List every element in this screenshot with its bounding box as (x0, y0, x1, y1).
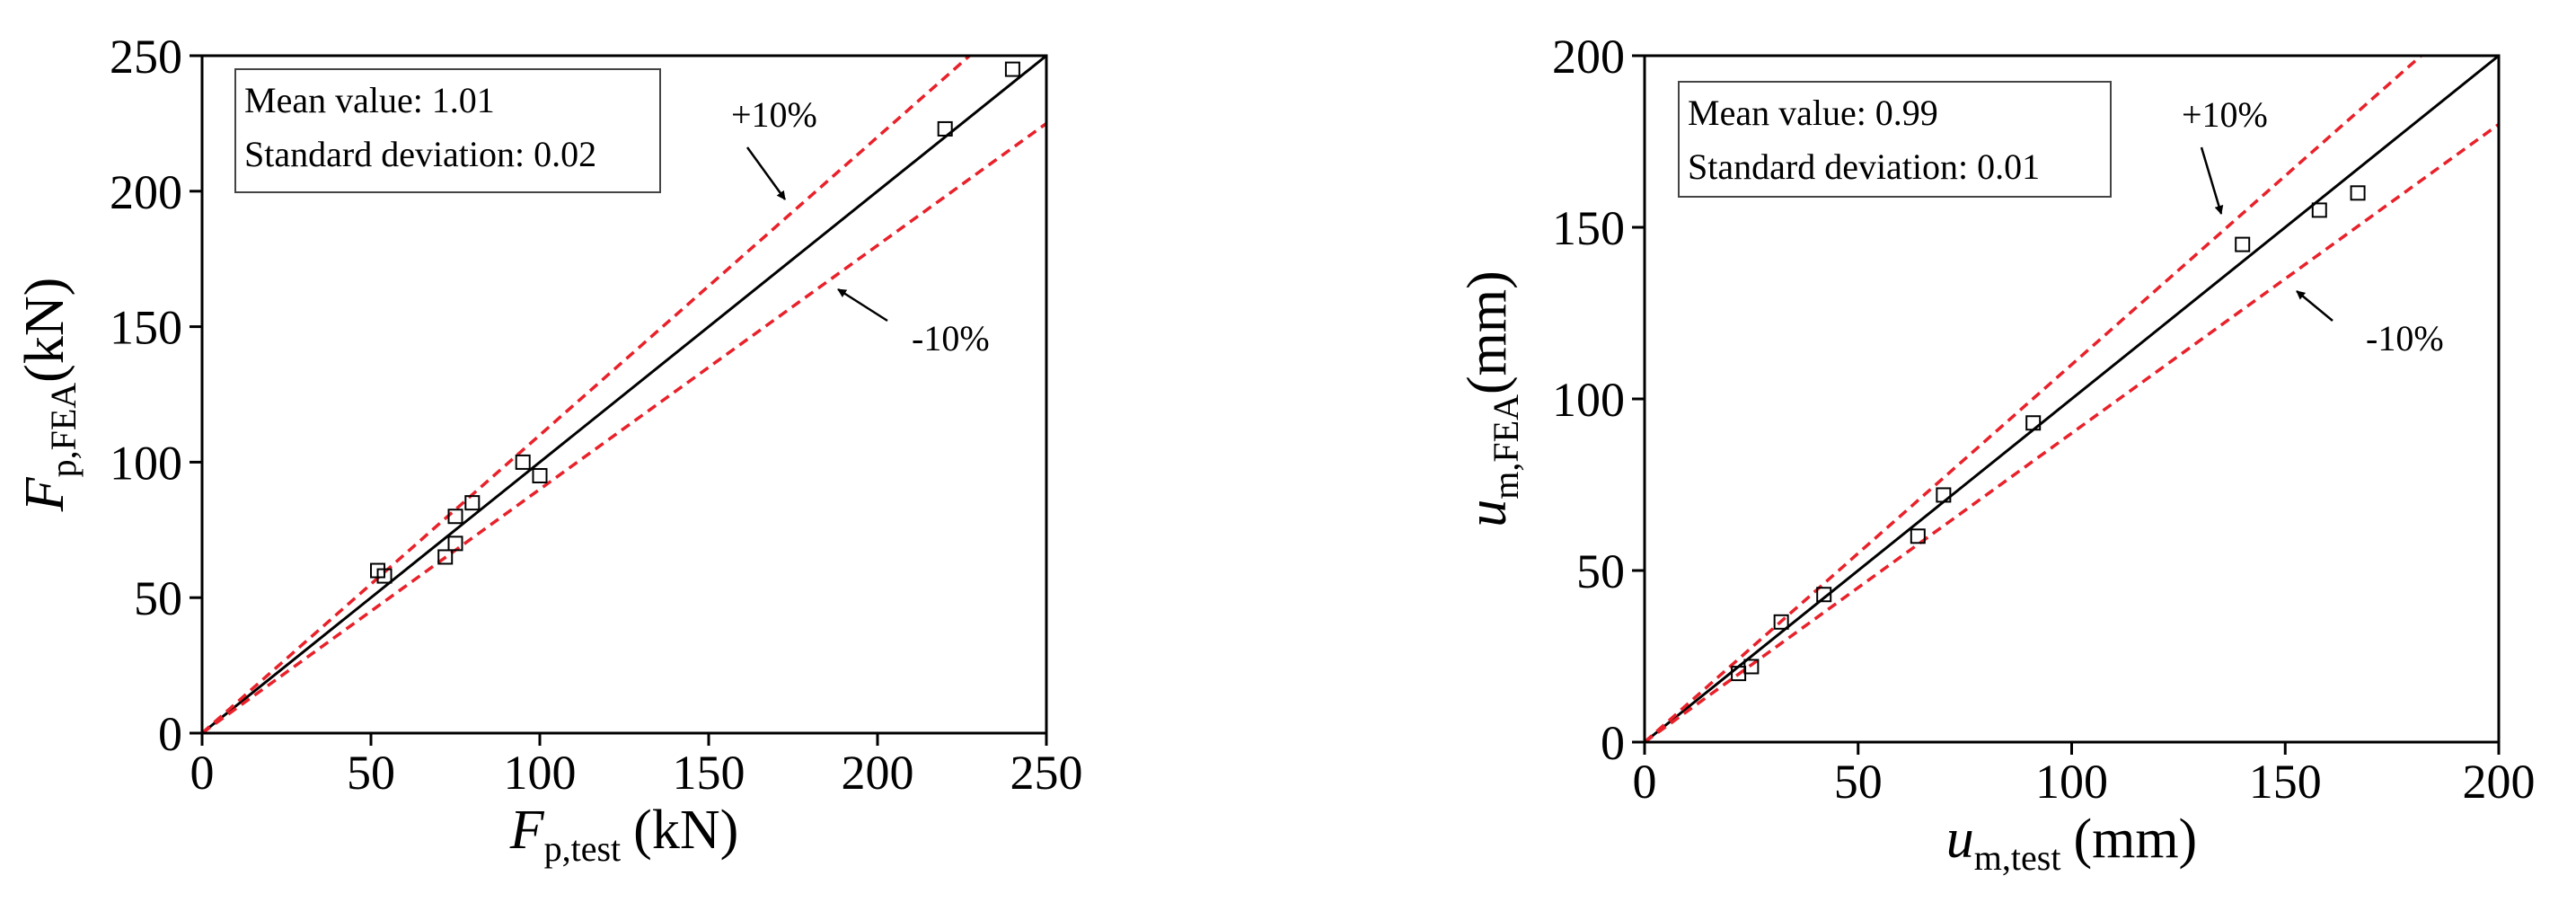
axis-subscript: p,FEA (43, 383, 84, 478)
reference-line (202, 56, 973, 733)
data-point (447, 509, 463, 525)
axis-symbol: F (14, 476, 75, 512)
data-point (2350, 185, 2366, 201)
data-point (937, 120, 953, 137)
y-axis-label: um,FEA(mm) (1457, 270, 1526, 526)
y-tick-label: 200 (110, 165, 182, 219)
x-tick-label: 50 (1834, 755, 1883, 809)
x-axis-label: um,test (mm) (1946, 809, 2197, 878)
annotation: Standard deviation: 0.01 (1688, 146, 2040, 187)
data-point (447, 535, 463, 552)
axis-subscript: m,test (1974, 837, 2061, 878)
axis-symbol: F (509, 800, 545, 861)
y-tick-label: 50 (134, 571, 182, 625)
x-tick-label: 150 (673, 746, 745, 800)
plot-frame (200, 54, 1048, 735)
data-point (532, 467, 548, 483)
x-tick-label: 100 (504, 746, 577, 800)
data-point (376, 568, 393, 584)
arrow (837, 288, 888, 323)
reference-line (1645, 56, 2499, 742)
x-tick-label: 0 (190, 746, 215, 800)
annotation: Mean value: 1.01 (244, 80, 495, 120)
data-point (1743, 659, 1760, 675)
data-point (2311, 202, 2327, 218)
data-point (1936, 487, 1952, 503)
x-axis-label: Fp,test (kN) (509, 800, 739, 869)
chart: +10% -10% 0 50 100 150 200 0 50 100 150 200 Mean val… (1457, 30, 2536, 878)
x-tick-label: 150 (2249, 755, 2322, 809)
axis-unit: (mm) (1457, 270, 1518, 394)
chart: +10% -10% 0 50 100 150 200 250 0 50 100 150 200 250 Me… (14, 30, 1083, 869)
y-tick-label: 0 (1601, 716, 1625, 770)
axis-subscript: p,test (544, 828, 622, 869)
data-point (1004, 61, 1020, 77)
y-tick-label: 100 (110, 436, 182, 490)
data-point (437, 549, 454, 565)
y-tick-label: 150 (110, 301, 182, 355)
x-tick-label: 100 (2035, 755, 2108, 809)
annotation-box (1678, 81, 2112, 198)
reference-line (1645, 56, 2424, 742)
x-tick-label: 0 (1633, 755, 1657, 809)
data-point (2235, 236, 2251, 252)
annotation-box (234, 68, 661, 193)
annotation: Standard deviation: 0.02 (244, 134, 596, 174)
arrow (2296, 290, 2333, 322)
data-point (2025, 415, 2042, 431)
annotation: Mean value: 0.99 (1688, 93, 1938, 133)
data-point (1816, 587, 1832, 603)
data-point (1910, 528, 1926, 544)
reference-line (202, 56, 1046, 733)
data-point (464, 495, 481, 511)
arrow (2200, 146, 2224, 215)
axis-subscript: m,FEA (1486, 394, 1526, 500)
axis-unit: (kN) (633, 800, 738, 861)
y-tick-label: 150 (1552, 201, 1625, 255)
axis-symbol: u (1946, 809, 1974, 870)
reference-label: -10% (2366, 318, 2444, 358)
y-axis-label: Fp,FEA(kN) (14, 278, 84, 513)
axis-unit: (kN) (14, 278, 75, 383)
reference-label: -10% (912, 318, 990, 358)
x-tick-label: 200 (2463, 755, 2536, 809)
arrow (745, 146, 787, 200)
y-tick-label: 250 (110, 30, 182, 84)
y-tick-label: 200 (1552, 30, 1625, 84)
reference-label: +10% (731, 94, 817, 135)
y-tick-label: 50 (1576, 544, 1625, 598)
data-point (515, 454, 531, 470)
reference-label: +10% (2182, 94, 2268, 135)
x-tick-label: 250 (1010, 746, 1083, 800)
y-tick-label: 100 (1552, 373, 1625, 427)
y-tick-label: 0 (158, 707, 182, 761)
x-tick-label: 200 (842, 746, 914, 800)
reference-line (202, 121, 1046, 733)
axis-unit: (mm) (2073, 809, 2197, 870)
x-tick-label: 50 (347, 746, 395, 800)
data-point (1773, 614, 1789, 630)
reference-line (1645, 122, 2499, 742)
axis-symbol: u (1457, 500, 1518, 527)
